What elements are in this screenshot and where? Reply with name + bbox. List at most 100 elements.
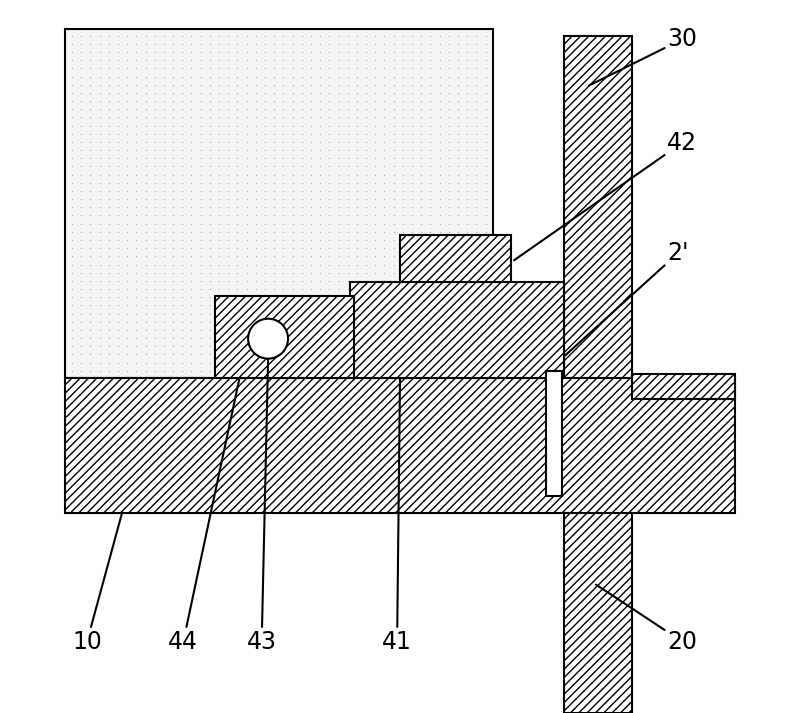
Point [93, 153, 106, 164]
Point [406, 128, 418, 140]
Point [148, 153, 161, 164]
Point [342, 365, 354, 376]
Point [415, 210, 428, 221]
Point [166, 103, 179, 115]
Point [139, 316, 152, 327]
Point [148, 202, 161, 213]
Point [305, 120, 318, 131]
Point [213, 79, 226, 91]
Point [194, 267, 207, 278]
Point [451, 185, 464, 197]
Point [148, 275, 161, 287]
Point [378, 251, 391, 262]
Point [470, 242, 482, 254]
Point [277, 275, 290, 287]
Point [277, 308, 290, 319]
Point [442, 96, 455, 107]
Point [378, 144, 391, 155]
Point [240, 275, 253, 287]
Point [148, 299, 161, 311]
Point [213, 96, 226, 107]
Point [75, 210, 88, 221]
Point [295, 193, 308, 205]
Point [350, 153, 363, 164]
Point [84, 153, 97, 164]
Point [277, 251, 290, 262]
Point [240, 341, 253, 352]
Point [185, 136, 198, 148]
Point [231, 316, 244, 327]
Point [93, 193, 106, 205]
Point [213, 144, 226, 155]
Point [434, 275, 446, 287]
Point [387, 169, 400, 180]
Point [231, 292, 244, 303]
Point [148, 210, 161, 221]
Point [111, 144, 124, 155]
Point [176, 46, 189, 58]
Point [415, 316, 428, 327]
Point [111, 103, 124, 115]
Point [342, 299, 354, 311]
Point [231, 153, 244, 164]
Point [479, 128, 492, 140]
Point [268, 267, 281, 278]
Point [434, 349, 446, 360]
Point [268, 324, 281, 336]
Point [121, 308, 134, 319]
Point [314, 96, 326, 107]
Point [102, 251, 115, 262]
Point [397, 357, 410, 369]
Point [442, 365, 455, 376]
Point [148, 103, 161, 115]
Point [461, 185, 474, 197]
Point [231, 202, 244, 213]
Point [268, 218, 281, 230]
Point [75, 283, 88, 294]
Point [360, 341, 373, 352]
Point [305, 299, 318, 311]
Point [295, 275, 308, 287]
Point [158, 226, 170, 237]
Point [139, 112, 152, 123]
Point [166, 87, 179, 98]
Point [66, 38, 78, 49]
Point [323, 324, 336, 336]
Point [434, 242, 446, 254]
Point [406, 349, 418, 360]
Point [240, 235, 253, 246]
Point [185, 283, 198, 294]
Point [158, 308, 170, 319]
Point [424, 235, 437, 246]
Point [66, 283, 78, 294]
Point [332, 259, 345, 270]
Point [75, 251, 88, 262]
Point [323, 120, 336, 131]
Point [277, 79, 290, 91]
Point [286, 79, 299, 91]
Point [222, 128, 234, 140]
Point [240, 87, 253, 98]
Point [305, 308, 318, 319]
Point [387, 324, 400, 336]
Point [203, 144, 216, 155]
Point [305, 87, 318, 98]
Point [314, 324, 326, 336]
Point [451, 87, 464, 98]
Point [342, 87, 354, 98]
Point [121, 30, 134, 41]
Point [342, 349, 354, 360]
Point [342, 30, 354, 41]
Point [323, 218, 336, 230]
Point [148, 226, 161, 237]
Point [111, 169, 124, 180]
Point [84, 349, 97, 360]
Point [176, 177, 189, 188]
Point [102, 169, 115, 180]
Point [470, 210, 482, 221]
Point [231, 283, 244, 294]
Point [75, 299, 88, 311]
Point [397, 365, 410, 376]
Point [424, 292, 437, 303]
Point [185, 38, 198, 49]
